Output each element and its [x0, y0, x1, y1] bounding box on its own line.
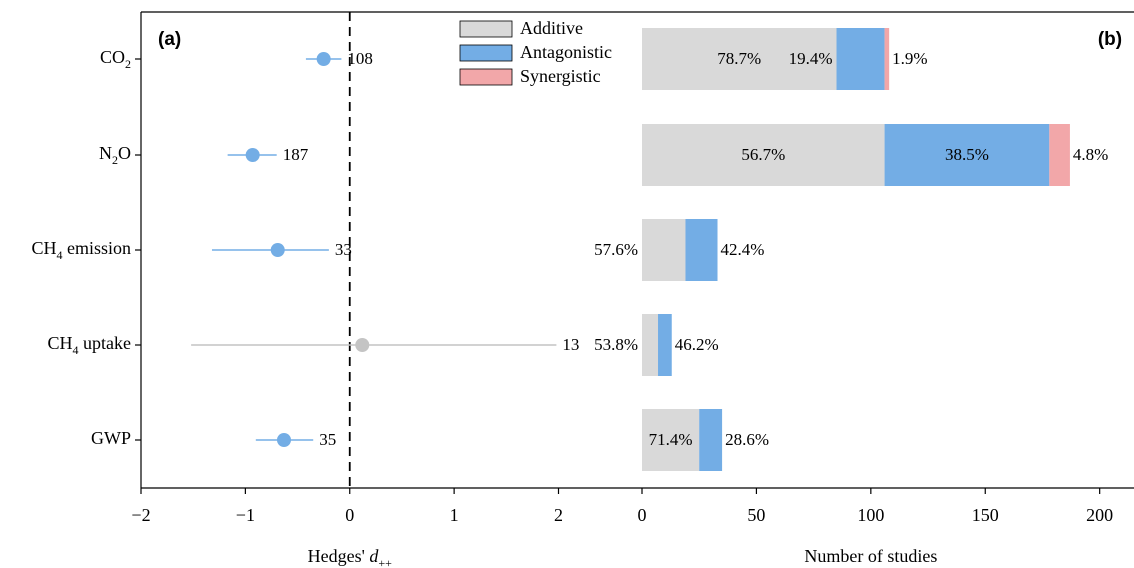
legend-label-additive: Additive [520, 18, 583, 38]
y-category-label-suffix: uptake [79, 333, 131, 353]
y-category-label: CO2​ [100, 47, 131, 71]
bar-segment [642, 124, 885, 186]
y-category-label-main: GWP [91, 428, 131, 448]
percentage-label: 78.7% [717, 49, 761, 68]
panel-b-studies-stacked-bars: 0 50 100 150 200 Number of studies 78.7% 19.4% 1… [594, 11, 1134, 566]
y-category-label-main: N [99, 143, 112, 163]
y-category-label-sub: 4 [73, 343, 79, 357]
panel-a-x-tick-label: 2 [554, 505, 563, 525]
y-category-label-main: CO [100, 47, 125, 67]
sample-size-label: 35 [319, 430, 336, 449]
percentage-label: 57.6% [594, 240, 638, 259]
panel-a-x-tick-label: 0 [345, 505, 354, 525]
legend-swatch-antagonistic [459, 44, 513, 62]
legend-label-synergistic: Synergistic [520, 66, 601, 86]
percentage-label: 4.8% [1073, 145, 1108, 164]
percentage-label: 1.9% [892, 49, 927, 68]
y-category-label: CH4 emission [31, 238, 131, 262]
percentage-label: 56.7% [741, 145, 785, 164]
panel-a-x-tick-label: 1 [450, 505, 459, 525]
bar-segment [642, 314, 659, 376]
y-category-label-suffix: emission [62, 238, 131, 258]
bar-segment [685, 219, 718, 281]
sample-size-label: 33 [335, 240, 352, 259]
bar-segment [1049, 124, 1070, 186]
effect-size-point [316, 52, 331, 66]
panel-a-x-axis-label: Hedges' d++ [308, 546, 393, 568]
percentage-label: 71.4% [649, 430, 693, 449]
panel-b-x-tick-label: 150 [972, 505, 999, 525]
panel-b-x-tick-label: 50 [747, 505, 765, 525]
panel-a-label: (a) [158, 29, 181, 50]
panel-a-x-tick-label: −1 [236, 505, 255, 525]
y-category-label-main: CH [48, 333, 73, 353]
bar-segment [642, 219, 686, 281]
effect-size-point [276, 433, 291, 447]
panel-b-x-tick-label: 100 [857, 505, 884, 525]
sample-size-label: 13 [562, 335, 579, 354]
panel-a-x-tick-label: −2 [131, 505, 150, 525]
x-axis-label-italic: d [369, 546, 379, 566]
bar-segment [699, 409, 723, 471]
panel-b-label: (b) [1098, 29, 1122, 50]
effect-size-point [355, 338, 370, 352]
panel-b-x-tick-label: 200 [1086, 505, 1113, 525]
legend-label-antagonistic: Antagonistic [520, 42, 612, 62]
percentage-label: 38.5% [945, 145, 989, 164]
sample-size-label: 187 [283, 145, 309, 164]
panel-b-x-tick-label: 0 [638, 505, 647, 525]
y-category-label-main: CH [31, 238, 56, 258]
percentage-label: 28.6% [725, 430, 769, 449]
panel-b-x-axis-label: Number of studies [804, 546, 937, 566]
effect-size-point [270, 243, 285, 257]
legend: Additive Antagonistic Synergistic [459, 18, 612, 86]
sample-size-label: 108 [347, 49, 373, 68]
percentage-label: 53.8% [594, 335, 638, 354]
percentage-label: 46.2% [675, 335, 719, 354]
y-category-label: GWP [91, 428, 131, 448]
y-category-label-sub: 4 [56, 248, 62, 262]
effect-size-point [245, 148, 260, 162]
y-category-label: N2O [99, 143, 131, 167]
bar-segment [658, 314, 672, 376]
bar-segment [642, 28, 837, 90]
bar-segment [884, 28, 890, 90]
legend-swatch-additive [459, 20, 513, 38]
x-axis-label-text: Hedges' [308, 546, 370, 566]
y-category-label-suffix: O [118, 143, 131, 163]
bar-segment [836, 28, 885, 90]
percentage-label: 42.4% [721, 240, 765, 259]
legend-swatch-synergistic [459, 68, 513, 86]
bar-segment [884, 124, 1050, 186]
x-axis-label-subscript: ++ [378, 556, 392, 568]
y-category-label-sub: 2 [112, 153, 118, 167]
y-category-label-sub: 2 [125, 57, 131, 71]
percentage-label: 19.4% [789, 49, 833, 68]
y-category-label: CH4 uptake [48, 333, 132, 357]
bar-segment [642, 409, 700, 471]
